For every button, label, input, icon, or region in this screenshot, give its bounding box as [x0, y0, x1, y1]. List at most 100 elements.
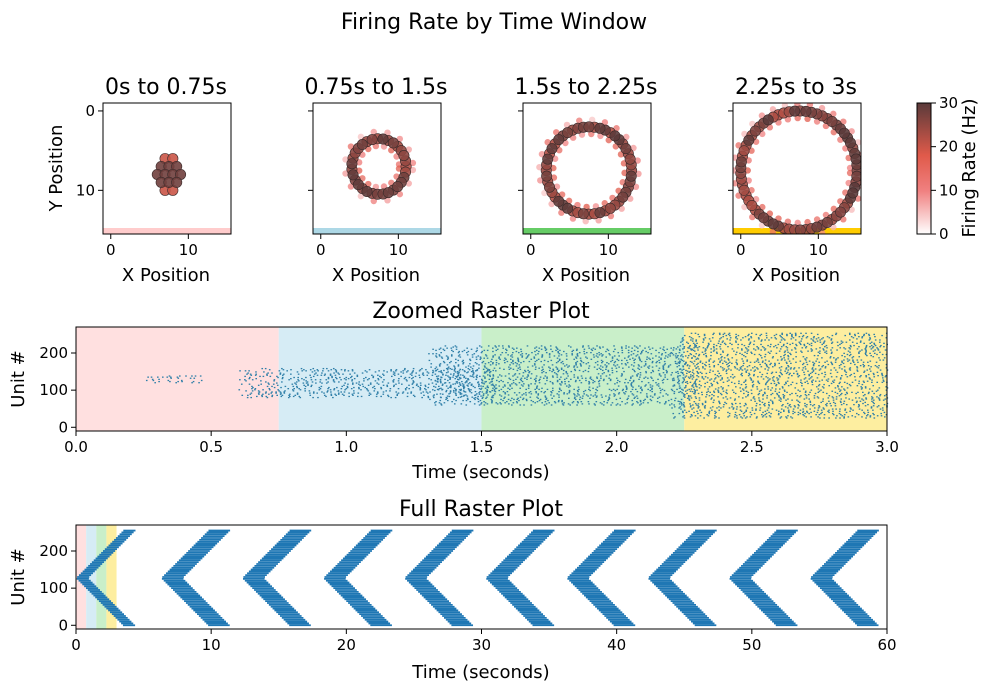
x-tick-label: 10 — [179, 241, 198, 259]
neuron-dot — [789, 105, 801, 117]
zoomed-raster-plot: 0.0 0.5 1.0 1.5 2.0 2.5 3.0 0 100 200 — [39, 326, 899, 456]
colorbar-tick-label: 10 — [939, 181, 958, 199]
neuron-dot — [583, 121, 595, 133]
x-tick-label: 1.0 — [334, 438, 358, 456]
neuron-dot — [384, 197, 391, 204]
neuron-dot — [850, 153, 861, 165]
panel-4-plot: 0 10 — [728, 102, 862, 259]
panel-3-title: 1.5s to 2.25s — [515, 75, 658, 100]
colorbar-tick-label: 20 — [939, 138, 958, 156]
x-tick-label: 10 — [202, 636, 221, 654]
neuron-dot — [347, 183, 355, 190]
y-tick-label: 200 — [39, 542, 68, 560]
neuron-dot — [625, 170, 637, 182]
zoomed-raster-panel: Zoomed Raster Plot 0.0 0.5 1.0 1.5 2.0 2.5 3.0… — [8, 299, 899, 483]
neuron-dot — [347, 169, 359, 181]
y-tick-label: 0 — [58, 418, 68, 436]
full-raster-plot: 0 10 20 30 40 50 60 0 100 200 — [39, 524, 897, 654]
spatial-panel-3: 1.5s to 2.25s 0 10 X Position — [515, 75, 658, 286]
neuron-dot — [553, 129, 560, 136]
neuron-dot — [844, 137, 856, 149]
neuron-dot — [382, 187, 394, 199]
neuron-dot — [384, 129, 391, 136]
neuron-dot — [562, 202, 574, 214]
neuron-dot — [620, 143, 632, 155]
x-tick-label: 0 — [526, 241, 536, 259]
colorbar-tick-label: 0 — [939, 225, 949, 243]
neuron-dots — [733, 103, 861, 234]
colorbar-gradient — [916, 102, 932, 235]
neuron-dot — [398, 150, 410, 162]
neuron-dot — [623, 133, 630, 141]
neuron-dot — [536, 163, 543, 171]
neuron-dot — [409, 159, 417, 167]
neuron-dot — [627, 195, 634, 202]
neuron-dot — [377, 133, 389, 145]
time-window-shade — [96, 525, 107, 629]
neuron-dot — [577, 208, 589, 220]
x-tick-label: 0 — [736, 241, 746, 259]
plot-frame — [522, 102, 652, 235]
y-tick-label: 0 — [58, 616, 68, 634]
x-tick-label: 20 — [337, 636, 356, 654]
x-tick-label: 10 — [389, 241, 408, 259]
neuron-dot — [588, 116, 596, 123]
y-tick-label: 10 — [76, 181, 95, 199]
neuron-dot — [851, 170, 861, 182]
zoomed-raster-xlabel: Time (seconds) — [411, 462, 549, 483]
x-tick-label: 0 — [316, 241, 326, 259]
spatial-panel-1: 0s to 0.75s 0 10 0 10 X Position Y Position — [46, 75, 232, 286]
neuron-dot — [749, 213, 756, 221]
spatial-panel-2: 0.75s to 1.5s 0 10 X Position — [305, 75, 448, 286]
x-tick-label: 0.5 — [199, 438, 223, 456]
panel-1-plot: 0 10 0 10 — [76, 102, 232, 259]
colorbar: 0 10 20 30 Firing Rate (Hz) — [916, 94, 980, 243]
panel-4-xlabel: X Position — [752, 265, 840, 286]
neuron-dot — [840, 216, 847, 223]
panel-1-title: 0s to 0.75s — [105, 75, 227, 100]
plot-frame — [312, 102, 442, 235]
time-window-shade — [481, 327, 685, 431]
neuron-dot — [794, 114, 801, 122]
x-tick-label: 2.0 — [605, 438, 629, 456]
neuron-dot — [396, 190, 404, 198]
neuron-dot — [796, 233, 798, 234]
y-tick-label: 100 — [39, 381, 68, 399]
spatial-panel-4: 2.25s to 3s 0 10 X Position — [728, 75, 862, 286]
panel-2-title: 0.75s to 1.5s — [305, 75, 448, 100]
time-window-shade — [684, 327, 887, 431]
neuron-dot — [356, 139, 368, 151]
neuron-dot — [821, 217, 833, 229]
neuron-dot — [609, 130, 621, 142]
neuron-dot — [794, 224, 806, 234]
panel-1-ylabel: Y Position — [46, 125, 67, 213]
neuron-dot — [361, 185, 373, 197]
neuron-dot — [582, 217, 589, 225]
full-raster-panel: Full Raster Plot 0 10 20 30 40 50 60 0 100 200 Ti… — [8, 497, 897, 683]
neuron-dot — [741, 130, 748, 138]
x-tick-label: 0 — [106, 241, 116, 259]
neuron-dot — [544, 181, 556, 193]
x-tick-label: 10 — [809, 241, 828, 259]
neuron-dot — [346, 158, 358, 170]
neuron-dot — [800, 105, 812, 117]
neuron-dot — [840, 118, 847, 125]
x-tick-label: 10 — [599, 241, 618, 259]
neuron-dot — [544, 139, 551, 146]
panel-3-xlabel: X Position — [542, 265, 630, 286]
panel-2-plot: 0 10 — [308, 102, 442, 259]
x-tick-label: 30 — [472, 636, 491, 654]
neuron-dot — [860, 172, 861, 175]
neuron-dot — [576, 117, 583, 124]
colorbar-ticks: 0 10 20 30 — [931, 94, 958, 243]
figure-title: Firing Rate by Time Window — [341, 10, 647, 35]
full-raster-title: Full Raster Plot — [399, 497, 563, 522]
neuron-dot — [758, 212, 770, 224]
neuron-dot — [749, 120, 756, 128]
x-tick-label: 3.0 — [875, 438, 899, 456]
x-tick-label: 40 — [607, 636, 626, 654]
x-tick-label: 50 — [742, 636, 761, 654]
y-tick-label: 200 — [39, 344, 68, 362]
neuron-dot — [811, 221, 823, 233]
